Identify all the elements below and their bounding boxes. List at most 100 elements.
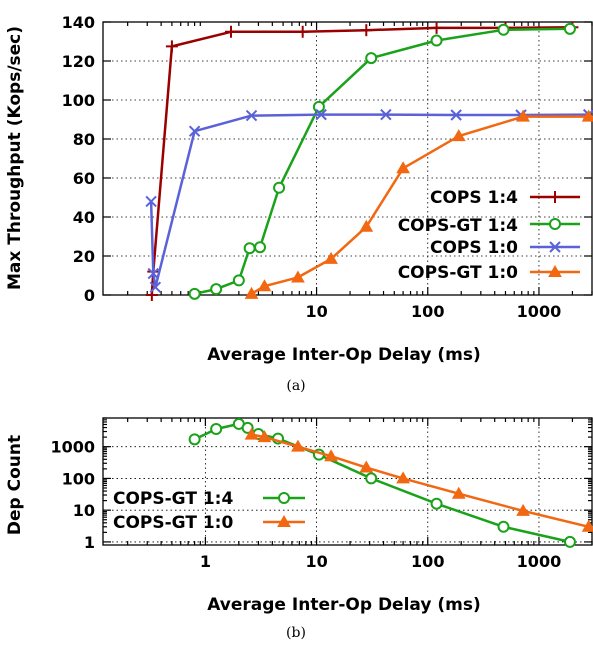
dep-count-y-axis-label: Dep Count bbox=[5, 435, 25, 535]
caption-a: (a) bbox=[286, 378, 305, 394]
throughput-y-tick-label: 20 bbox=[73, 247, 95, 266]
caption-b: (b) bbox=[286, 625, 306, 641]
throughput-y-tick-label: 120 bbox=[62, 52, 95, 71]
legend-key-marker-b-cops-gt-1-0 bbox=[277, 514, 291, 527]
dep-count-point-cops-gt-1-4 bbox=[430, 497, 443, 510]
dep-count-axes: 1 10 100 1000 1 10 100 1000 bbox=[50, 417, 593, 571]
throughput-series-cops-1-0 bbox=[145, 108, 593, 293]
throughput-point-cops-1-4 bbox=[225, 25, 238, 38]
legend-label-cops-gt-1-4: COPS-GT 1:4 bbox=[398, 216, 518, 236]
dep-count-legend: COPS-GT 1:4 COPS-GT 1:0 bbox=[113, 489, 305, 533]
throughput-point-cops-1-0 bbox=[380, 108, 392, 121]
throughput-y-tick-label: 40 bbox=[73, 208, 95, 227]
throughput-series bbox=[145, 21, 593, 301]
legend-label-cops-gt-1-0: COPS-GT 1:0 bbox=[398, 263, 518, 283]
dep-count-point-cops-gt-1-0 bbox=[257, 430, 272, 443]
throughput-y-tick-label: 60 bbox=[73, 169, 95, 188]
dep-count-series bbox=[188, 417, 593, 548]
legend-label-cops-gt-1-0-b: COPS-GT 1:0 bbox=[113, 513, 233, 533]
throughput-point-cops-gt-1-4 bbox=[563, 22, 576, 35]
dep-count-point-cops-gt-1-0 bbox=[324, 449, 338, 462]
throughput-line-cops-1-0 bbox=[149, 113, 589, 289]
throughput-point-cops-1-4 bbox=[296, 25, 309, 38]
throughput-y-tick-label: 100 bbox=[62, 91, 95, 110]
throughput-x-tick-label: 1000 bbox=[517, 302, 562, 321]
throughput-point-cops-gt-1-4 bbox=[210, 283, 223, 296]
throughput-point-cops-gt-1-0 bbox=[244, 286, 259, 299]
throughput-point-cops-gt-1-4 bbox=[430, 34, 443, 47]
legend-key-marker-cops-gt-1-4 bbox=[549, 218, 561, 230]
throughput-point-cops-gt-1-0 bbox=[451, 129, 466, 142]
dep-count-point-cops-gt-1-0 bbox=[396, 471, 410, 484]
dep-count-line-cops-gt-1-4 bbox=[194, 422, 571, 544]
throughput-x-tick-label: 10 bbox=[305, 302, 327, 321]
throughput-point-cops-gt-1-4 bbox=[497, 23, 510, 36]
throughput-point-cops-gt-1-4 bbox=[312, 100, 325, 113]
throughput-point-cops-gt-1-4 bbox=[254, 241, 267, 254]
throughput-point-cops-1-0 bbox=[188, 125, 201, 137]
dep-count-x-tick-label: 1000 bbox=[517, 552, 562, 571]
legend-label-cops-1-0: COPS 1:0 bbox=[430, 238, 518, 258]
throughput-point-cops-1-0 bbox=[245, 109, 258, 122]
throughput-point-cops-gt-1-0 bbox=[516, 109, 530, 122]
dep-count-series-cops-gt-1-4 bbox=[188, 417, 576, 548]
dep-count-x-axis-label: Average Inter-Op Delay (ms) bbox=[207, 595, 481, 615]
throughput-point-cops-gt-1-4 bbox=[243, 242, 256, 255]
throughput-y-axis-label: Max Throughput (Kops/sec) bbox=[5, 26, 25, 290]
throughput-point-cops-gt-1-0 bbox=[581, 109, 593, 122]
throughput-point-cops-1-4 bbox=[430, 21, 443, 34]
dep-count-point-cops-gt-1-4 bbox=[365, 472, 378, 485]
dep-count-chart: 1 10 100 1000 1 10 100 1000 Dep Count Average I… bbox=[5, 417, 593, 641]
dep-count-y-tick-label: 1 bbox=[84, 533, 95, 552]
legend-key-marker-cops-1-4 bbox=[549, 191, 561, 203]
throughput-point-cops-1-4 bbox=[360, 24, 373, 37]
dep-count-y-tick-label: 1000 bbox=[50, 438, 95, 457]
throughput-point-cops-gt-1-0 bbox=[396, 161, 410, 174]
dep-count-series-cops-gt-1-0 bbox=[244, 427, 593, 532]
dep-count-point-cops-gt-1-0 bbox=[451, 486, 466, 499]
throughput-point-cops-1-0 bbox=[145, 195, 157, 208]
throughput-point-cops-gt-1-4 bbox=[188, 287, 201, 300]
throughput-chart: 0 20 40 60 80 100 120 140 10 100 1000 Max Throughp… bbox=[5, 13, 593, 394]
throughput-point-cops-gt-1-4 bbox=[273, 181, 286, 194]
dep-count-point-cops-gt-1-0 bbox=[516, 503, 530, 516]
throughput-y-tick-label: 0 bbox=[84, 286, 95, 305]
dep-count-y-tick-label: 10 bbox=[73, 501, 95, 520]
legend-key-marker-cops-gt-1-0 bbox=[548, 264, 562, 277]
dep-count-point-cops-gt-1-4 bbox=[497, 520, 510, 533]
throughput-point-cops-gt-1-4 bbox=[232, 274, 245, 287]
throughput-plot-frame bbox=[102, 21, 593, 296]
throughput-point-cops-1-0 bbox=[149, 281, 162, 293]
dep-count-x-tick-label: 100 bbox=[411, 552, 444, 571]
throughput-point-cops-1-0 bbox=[147, 267, 159, 280]
legend-key-marker-b-cops-gt-1-4 bbox=[278, 492, 290, 504]
throughput-point-cops-gt-1-0 bbox=[359, 219, 374, 232]
dep-count-x-tick-label: 1 bbox=[200, 552, 211, 571]
throughput-y-tick-label: 140 bbox=[62, 13, 95, 32]
legend-key-marker-cops-1-0 bbox=[549, 241, 561, 253]
dep-count-point-cops-gt-1-0 bbox=[244, 427, 259, 440]
throughput-point-cops-gt-1-0 bbox=[257, 279, 272, 292]
throughput-axes: 0 20 40 60 80 100 120 140 10 100 1000 bbox=[62, 13, 593, 321]
legend-label-cops-gt-1-4-b: COPS-GT 1:4 bbox=[113, 489, 233, 509]
throughput-legend: COPS 1:4 COPS-GT 1:4 COPS 1:0 COPS-GT 1:… bbox=[398, 188, 580, 283]
throughput-x-tick-label: 100 bbox=[411, 302, 444, 321]
dep-count-point-cops-gt-1-0 bbox=[291, 439, 305, 452]
throughput-point-cops-1-4 bbox=[165, 40, 178, 53]
throughput-series-cops-gt-1-4 bbox=[188, 22, 576, 300]
dep-count-y-tick-label: 100 bbox=[62, 469, 95, 488]
throughput-grid bbox=[103, 21, 592, 296]
throughput-point-cops-1-0 bbox=[450, 109, 462, 121]
legend-label-cops-1-4: COPS 1:4 bbox=[430, 188, 518, 208]
throughput-series-cops-gt-1-0 bbox=[244, 109, 593, 299]
throughput-y-tick-label: 80 bbox=[73, 130, 95, 149]
throughput-point-cops-1-0 bbox=[315, 108, 327, 121]
throughput-x-axis-label: Average Inter-Op Delay (ms) bbox=[207, 345, 481, 365]
dep-count-point-cops-gt-1-4 bbox=[188, 433, 201, 446]
dep-count-point-cops-gt-1-0 bbox=[581, 519, 593, 532]
dep-count-point-cops-gt-1-4 bbox=[563, 535, 576, 548]
dep-count-x-tick-label: 10 bbox=[305, 552, 327, 571]
throughput-point-cops-gt-1-0 bbox=[324, 251, 338, 264]
throughput-point-cops-gt-1-0 bbox=[291, 270, 305, 283]
